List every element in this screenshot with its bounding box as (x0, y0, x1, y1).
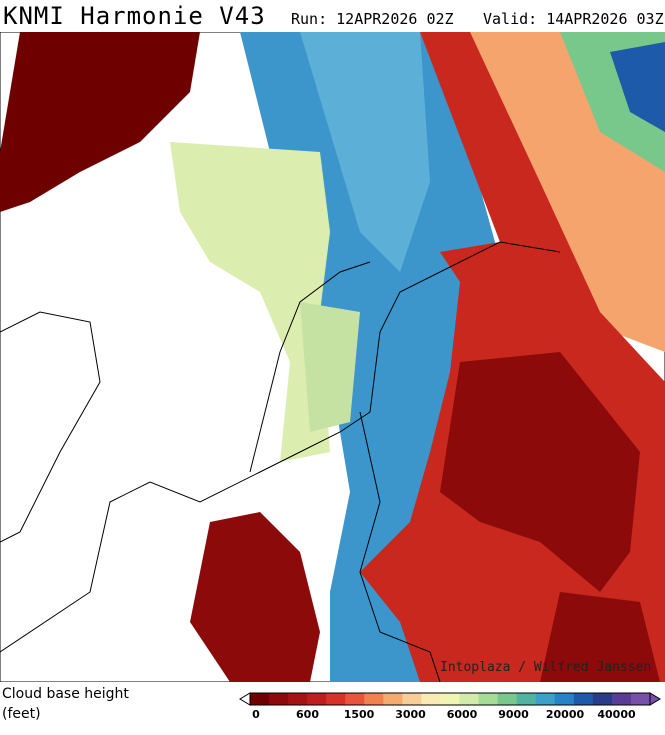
colorbar-swatch (421, 693, 441, 705)
colorbar-swatch (459, 693, 480, 705)
cloud-field (610, 42, 665, 132)
colorbar-outline (249, 692, 651, 706)
colorbar-tick-label: 1500 (344, 708, 375, 721)
legend-unit: (feet) (2, 706, 41, 722)
colorbar-tick-label: 9000 (498, 708, 529, 721)
colorbar-arrow (649, 692, 661, 706)
colorbar-swatch (611, 693, 632, 705)
cloud-field (300, 32, 430, 272)
valid-time: Valid: 14APR2026 03Z (483, 10, 664, 28)
run-time: Run: 12APR2026 02Z (291, 10, 454, 28)
colorbar-swatch (554, 693, 575, 705)
colorbar-swatch (307, 693, 327, 705)
colorbar-swatch (383, 693, 403, 705)
cloud-field (540, 592, 660, 682)
legend-label: Cloud base height (2, 686, 129, 702)
credit: Intoplaza / Wilfred Janssen (440, 660, 652, 675)
colorbar-swatch (592, 693, 613, 705)
colorbar-swatch (516, 693, 537, 705)
border (359, 411, 441, 682)
colorbar-swatch (573, 693, 594, 705)
colorbar-swatch (535, 693, 556, 705)
colorbar-arrow (239, 692, 251, 706)
colorbar-swatch (630, 693, 651, 705)
coastline (0, 241, 561, 653)
colorbar-tick-label: 6000 (447, 708, 478, 721)
cloud-field (190, 512, 320, 682)
colorbar-swatch (269, 693, 289, 705)
map (0, 32, 665, 682)
colorbar-tick-label: 0 (252, 708, 260, 721)
title: KNMI Harmonie V43 (3, 2, 266, 30)
colorbar-swatch (497, 693, 518, 705)
colorbar-tick-label: 40000 (597, 708, 636, 721)
colorbar-swatch (402, 693, 422, 705)
colorbar-swatch (478, 693, 499, 705)
colorbar-swatch (250, 693, 270, 705)
colorbar-tick-label: 20000 (546, 708, 585, 721)
colorbar-tick-label: 3000 (395, 708, 426, 721)
colorbar-swatch (440, 693, 461, 705)
colorbar-swatch (326, 693, 346, 705)
colorbar-tick-label: 600 (296, 708, 319, 721)
cloud-field (170, 142, 330, 462)
colorbar-swatch (345, 693, 365, 705)
colorbar-swatch (288, 693, 308, 705)
cloud-field (300, 302, 360, 432)
cloud-field (0, 32, 200, 212)
cloud-field (440, 352, 640, 592)
colorbar: 0 600 1500 3000 6000 9000 20000 40000 (239, 692, 661, 721)
colorbar-swatch (364, 693, 384, 705)
